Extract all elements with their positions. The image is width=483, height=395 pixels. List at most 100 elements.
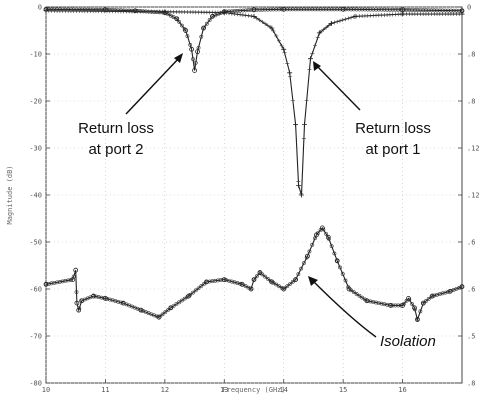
y-tick-label: 0 [38,4,42,12]
arrow-isolation [311,279,377,338]
data-point-port2 [196,45,201,50]
data-point-port2 [351,7,356,12]
data-point-isolation [307,249,312,254]
data-point-isolation [302,261,306,266]
data-point-isolation [196,286,201,291]
data-point-port1 [296,183,302,189]
data-point-port2 [346,7,351,12]
data-point-port2 [246,8,251,13]
data-point-isolation [382,302,387,307]
data-point-port1 [276,38,281,43]
data-point-isolation [55,280,59,285]
data-point-port1 [315,35,320,40]
data-point-port2 [326,7,331,12]
data-point-port1 [269,25,275,31]
anno-isolation: Isolation [380,333,436,350]
data-point-port2 [382,7,387,12]
data-point-port2 [191,57,195,62]
right-tick-label: .8 [467,98,475,106]
data-point-port2 [385,7,390,12]
right-tick-label: .6 [467,239,475,247]
data-point-isolation [57,279,62,284]
data-point-isolation [160,312,165,317]
data-point-port1 [232,11,237,16]
data-point-port1 [313,43,318,48]
data-point-isolation [277,284,281,289]
data-point-port1 [400,11,406,17]
data-point-isolation [60,279,65,284]
data-point-isolation [179,298,184,303]
data-point-port1 [301,136,306,141]
data-point-port1 [349,15,354,20]
data-point-port1 [307,67,312,72]
data-point-isolation [288,282,292,286]
data-point-isolation [91,293,96,299]
data-point-isolation [290,279,295,284]
data-point-port1 [287,70,293,76]
data-point-port2 [132,8,138,14]
data-point-isolation [296,272,301,277]
data-point-port1 [229,11,234,16]
x-tick-label: 15 [339,386,347,394]
data-point-isolation [415,317,420,322]
data-point-isolation [393,303,398,308]
data-point-isolation [138,307,144,313]
data-point-isolation [388,303,394,308]
data-point-isolation [263,274,267,279]
data-point-port1 [274,33,279,38]
data-point-port2 [310,7,315,12]
data-point-port2 [204,21,209,26]
data-point-port1 [281,46,287,52]
data-point-port2 [429,8,434,13]
data-point-port1 [271,28,276,33]
data-point-port1 [346,16,351,21]
data-point-port1 [293,122,299,127]
data-point-port2 [199,34,204,39]
data-point-isolation [305,253,310,259]
data-point-port2 [302,7,306,12]
data-point-port1 [316,30,322,36]
data-point-isolation [354,292,359,296]
data-point-port2 [354,7,359,12]
data-point-port2 [189,46,195,52]
x-tick-labels: 10 11 12 13 14 15 16 [42,379,407,394]
data-point-port1 [257,18,262,23]
data-point-port2 [304,7,309,12]
data-point-port2 [435,8,439,13]
data-point-isolation [166,308,170,312]
data-point-port2 [192,68,197,73]
anno-port1-line2: at port 1 [365,141,420,158]
data-point-port2 [315,7,320,12]
data-point-port1 [302,122,308,127]
data-point-isolation [406,295,411,301]
data-point-port2 [241,8,245,13]
data-point-port2 [340,6,346,12]
x-axis-label: Frequency (GHz) [222,386,285,394]
data-point-port1 [246,13,251,18]
y-axis-label: Magnitude (dB) [6,165,14,224]
data-point-isolation [274,282,279,287]
data-point-port2 [318,7,323,12]
data-point-port2 [281,6,287,12]
data-point-port2 [321,7,326,12]
data-point-isolation [346,286,352,292]
data-point-port2 [183,28,189,33]
data-point-isolation [73,267,79,273]
data-point-port2 [418,8,423,13]
data-point-isolation [216,278,220,283]
data-point-port1 [352,13,358,19]
x-tick-label: 11 [101,386,109,394]
data-point-port1 [307,56,313,62]
data-point-isolation [49,281,54,286]
data-point-port2 [201,25,206,31]
data-point-isolation [210,279,215,284]
data-point-port1 [459,11,465,17]
data-point-isolation [70,277,76,283]
data-point-isolation [66,278,71,283]
data-point-isolation [459,284,465,290]
data-point-isolation [79,298,85,304]
arrowhead-port1 [313,61,321,71]
y-tick-label: -50 [29,239,42,247]
data-point-port2 [177,19,182,24]
